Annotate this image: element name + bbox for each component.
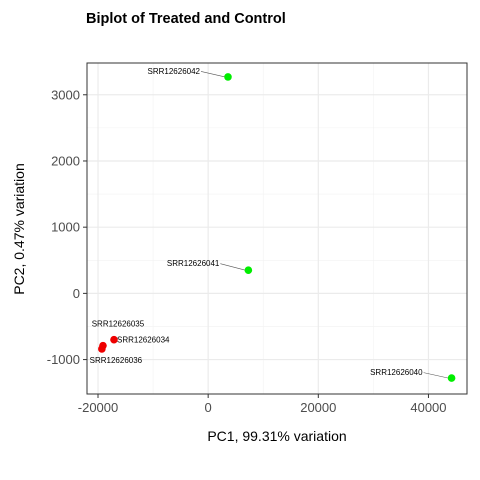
minor-gridlines xyxy=(87,63,467,394)
plot-panel-border xyxy=(86,62,468,395)
leader-line xyxy=(423,372,449,379)
leader-line xyxy=(220,263,246,271)
data-point xyxy=(244,266,253,275)
point-label: SRR12626035 xyxy=(92,320,145,329)
point-label: SRR12626034 xyxy=(117,336,170,345)
y-tick-label: -1000 xyxy=(47,352,80,367)
label-leader-lines xyxy=(200,71,449,379)
point-label: SRR12626036 xyxy=(90,356,143,365)
point-label: SRR12626041 xyxy=(167,259,220,268)
x-tick-label: 40000 xyxy=(410,400,446,415)
chart-title: Biplot of Treated and Control xyxy=(86,11,286,27)
x-tick-label: 20000 xyxy=(300,400,336,415)
data-points xyxy=(98,73,456,382)
point-label: SRR12626040 xyxy=(370,368,423,377)
leader-line xyxy=(200,71,226,78)
x-tick-label: -20000 xyxy=(78,400,118,415)
y-axis-title: PC2, 0.47% variation xyxy=(11,163,27,295)
y-tick-label: 3000 xyxy=(51,87,80,102)
point-label: SRR12626042 xyxy=(148,67,201,76)
x-axis-title: PC1, 99.31% variation xyxy=(207,428,346,444)
y-tick-label: 1000 xyxy=(51,220,80,235)
y-axis-ticks: -1000 0 1000 2000 3000 xyxy=(47,87,87,367)
data-point xyxy=(224,73,232,81)
major-gridlines xyxy=(87,63,467,394)
x-tick-label: 0 xyxy=(205,400,212,415)
data-point xyxy=(447,374,456,382)
y-tick-label: 2000 xyxy=(51,153,80,168)
data-point xyxy=(98,345,106,353)
x-axis-ticks: -20000 0 20000 40000 xyxy=(78,394,447,415)
data-point xyxy=(110,335,118,344)
y-tick-label: 0 xyxy=(73,286,80,301)
point-labels: SRR12626042 SRR12626041 SRR12626040 SRR1262… xyxy=(90,67,424,377)
